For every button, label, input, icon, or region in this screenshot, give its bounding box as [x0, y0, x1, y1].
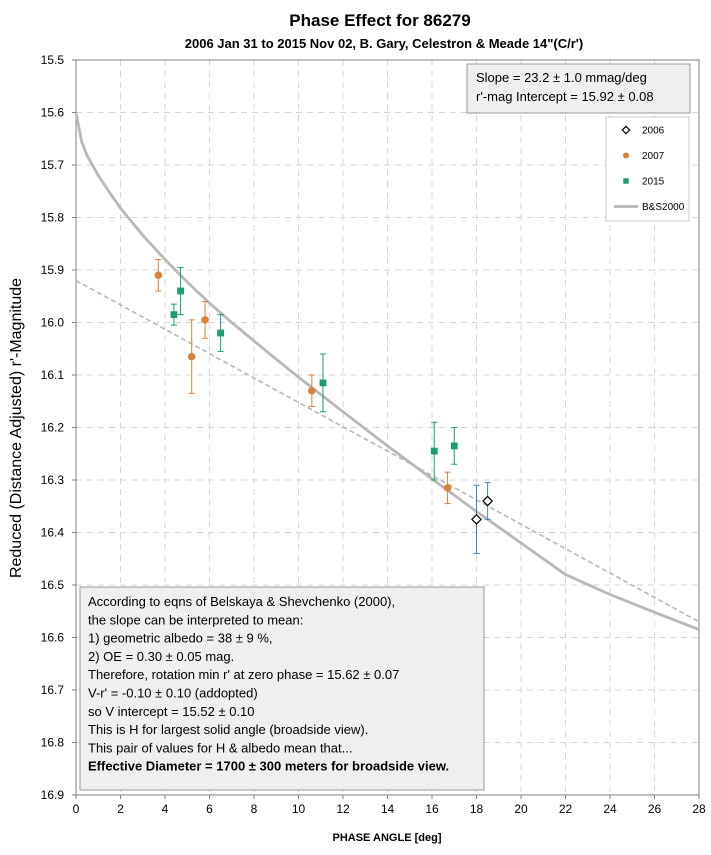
- y-tick-label: 16.8: [41, 736, 65, 750]
- legend-label-2015: 2015: [642, 177, 665, 188]
- notes-line: so V intercept = 15.52 ± 0.10: [88, 704, 255, 719]
- notes-box: According to eqns of Belskaya & Shevchen…: [79, 586, 485, 791]
- point-marker: [154, 271, 163, 280]
- data-point-2007: [154, 259, 163, 292]
- point-marker: [308, 386, 316, 395]
- y-tick-label: 15.6: [41, 106, 65, 120]
- y-tick-label: 15.7: [41, 158, 65, 172]
- slope-box-background: [466, 63, 691, 114]
- point-marker: [430, 447, 438, 455]
- y-tick-label: 16.6: [41, 631, 65, 645]
- legend-marker-2006: [621, 125, 631, 135]
- y-tick-label: 16.0: [41, 316, 65, 330]
- notes-line: V-r' = -0.10 ± 0.10 (addopted): [88, 686, 258, 701]
- slope-box: Slope = 23.2 ± 1.0 mmag/deg r'-mag Inter…: [466, 63, 691, 114]
- y-tick-label: 16.5: [41, 578, 65, 592]
- legend-background: [605, 116, 690, 222]
- y-tick-label: 16.3: [41, 473, 65, 487]
- legend-label-2007: 2007: [642, 151, 665, 162]
- notes-box-background: [79, 586, 485, 791]
- x-tick-label: 6: [206, 802, 213, 816]
- data-point-2015: [319, 353, 327, 413]
- data-point-2007: [201, 301, 209, 339]
- notes-line: 1) geometric albedo = 38 ± 9 %,: [88, 631, 273, 646]
- slope-text: Slope = 23.2 ± 1.0 mmag/deg: [476, 70, 647, 85]
- notes-line: Effective Diameter = 1700 ± 300 meters f…: [88, 759, 449, 774]
- x-tick-label: 4: [162, 802, 169, 816]
- point-marker: [450, 442, 458, 450]
- x-tick-label: 10: [292, 802, 306, 816]
- y-tick-label: 16.2: [41, 421, 65, 435]
- data-point-2015: [177, 266, 184, 316]
- data-point-2015: [430, 421, 438, 481]
- x-tick-label: 2: [117, 802, 124, 816]
- x-tick-label: 28: [692, 802, 706, 816]
- y-tick-label: 15.5: [41, 53, 65, 67]
- data-point-2006: [471, 484, 482, 554]
- point-marker: [443, 484, 452, 492]
- legend: 2006 2007 2015 B&S2000: [605, 116, 690, 222]
- data-points: [154, 259, 494, 554]
- x-tick-label: 18: [470, 802, 484, 816]
- x-tick-label: 24: [603, 802, 617, 816]
- data-point-2007: [187, 319, 196, 394]
- y-tick-label: 16.7: [41, 683, 65, 697]
- legend-label-2006: 2006: [642, 126, 665, 137]
- y-tick-label: 16.1: [41, 368, 65, 382]
- chart-subtitle: 2006 Jan 31 to 2015 Nov 02, B. Gary, Cel…: [185, 36, 583, 51]
- notes-line: This pair of values for H & albedo mean …: [88, 740, 352, 755]
- notes-line: Therefore, rotation min r' at zero phase…: [88, 667, 399, 682]
- point-marker: [471, 513, 482, 525]
- linear-fit-line: [75, 279, 700, 623]
- notes-line: the slope can be interpreted to mean:: [88, 612, 303, 627]
- point-marker: [170, 311, 178, 319]
- chart-title: Phase Effect for 86279: [289, 11, 470, 30]
- point-marker: [187, 352, 196, 361]
- data-point-2015: [170, 303, 178, 326]
- point-marker: [201, 316, 209, 324]
- data-point-2015: [450, 427, 458, 465]
- y-tick-label: 16.4: [41, 526, 65, 540]
- legend-marker-2015: [623, 178, 629, 184]
- data-point-2006: [482, 482, 494, 520]
- y-axis-label: Reduced (Distance Adjusted) r'-Magnitude: [8, 278, 25, 578]
- intercept-text: r'-mag Intercept = 15.92 ± 0.08: [476, 89, 654, 104]
- y-tick-label: 15.8: [41, 211, 65, 225]
- legend-marker-2007: [622, 152, 630, 159]
- model-curves: [74, 112, 700, 631]
- y-tick-label: 15.9: [41, 263, 65, 277]
- model-curve-bs2000: [74, 112, 700, 631]
- x-tick-label: 22: [559, 802, 573, 816]
- notes-line: This is H for largest solid angle (broad…: [88, 722, 368, 737]
- notes-line: According to eqns of Belskaya & Shevchen…: [88, 594, 395, 609]
- point-marker: [319, 379, 327, 387]
- point-marker: [217, 329, 225, 337]
- x-tick-label: 8: [251, 802, 258, 816]
- x-tick-label: 14: [381, 802, 395, 816]
- data-point-2007: [308, 374, 316, 407]
- x-axis-label: PHASE ANGLE [deg]: [333, 832, 442, 844]
- x-tick-label: 26: [648, 802, 662, 816]
- data-point-2007: [443, 471, 452, 505]
- x-tick-label: 12: [336, 802, 350, 816]
- point-marker: [177, 287, 184, 295]
- x-tick-label: 20: [514, 802, 528, 816]
- y-tick-label: 16.9: [41, 788, 65, 802]
- axis-ticks: 0 2 4 6 8 10 12 14 16 18 20 22 24 26 2815.515.615.715.…: [41, 53, 706, 816]
- data-point-2015: [217, 314, 225, 352]
- x-tick-label: 16: [425, 802, 439, 816]
- notes-line: 2) OE = 0.30 ± 0.05 mag.: [88, 649, 234, 664]
- point-marker: [482, 495, 494, 507]
- x-tick-label: 0: [73, 802, 80, 816]
- legend-label-model: B&S2000: [642, 202, 685, 213]
